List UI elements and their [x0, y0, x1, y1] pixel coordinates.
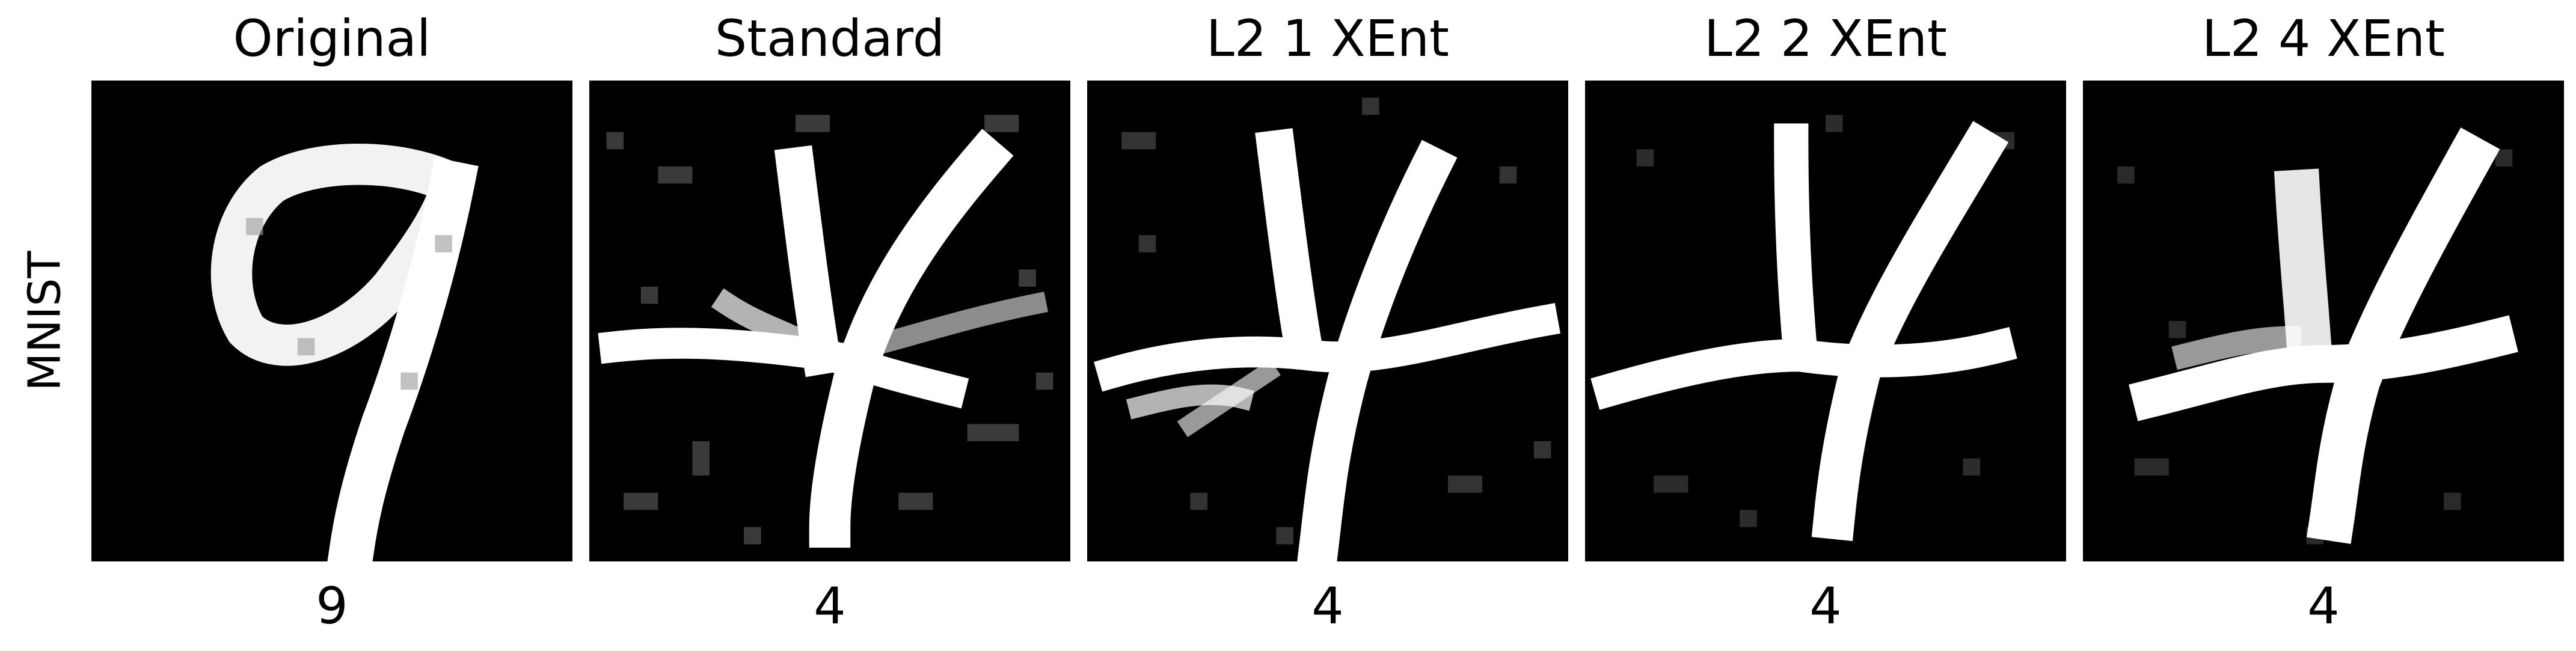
digit-image-l2-2-xent	[1585, 81, 2066, 561]
digit-image-standard	[589, 81, 1070, 561]
panel-l2-1-xent: L2 1 XEnt 4	[1087, 0, 1568, 651]
digit-4-image	[589, 81, 1070, 561]
digit-image-l2-1-xent	[1087, 81, 1568, 561]
digit-4-image	[1585, 81, 2066, 561]
prediction-label: 9	[316, 576, 348, 635]
panel-l2-2-xent: L2 2 XEnt 4	[1585, 0, 2066, 651]
digit-4-image	[2083, 81, 2564, 561]
digit-9-image	[91, 81, 572, 561]
prediction-label: 4	[1809, 576, 1842, 635]
panel-title: Original	[233, 9, 431, 68]
panel-title: Standard	[714, 9, 945, 68]
digit-image-l2-4-xent	[2083, 81, 2564, 561]
prediction-label: 4	[1311, 576, 1344, 635]
panel-l2-4-xent: L2 4 XEnt 4	[2083, 0, 2564, 651]
prediction-label: 4	[814, 576, 846, 635]
panel-title: L2 4 XEnt	[2202, 9, 2445, 68]
digit-4-image	[1087, 81, 1568, 561]
row-label-text: MNIST	[19, 251, 72, 391]
panel-title: L2 1 XEnt	[1206, 9, 1449, 68]
row-label: MNIST	[12, 81, 78, 561]
prediction-label: 4	[2307, 576, 2340, 635]
panel-standard: Standard 4	[589, 0, 1070, 651]
panel-original: Original 9	[91, 0, 572, 651]
panel-title: L2 2 XEnt	[1704, 9, 1947, 68]
digit-image-original	[91, 81, 572, 561]
